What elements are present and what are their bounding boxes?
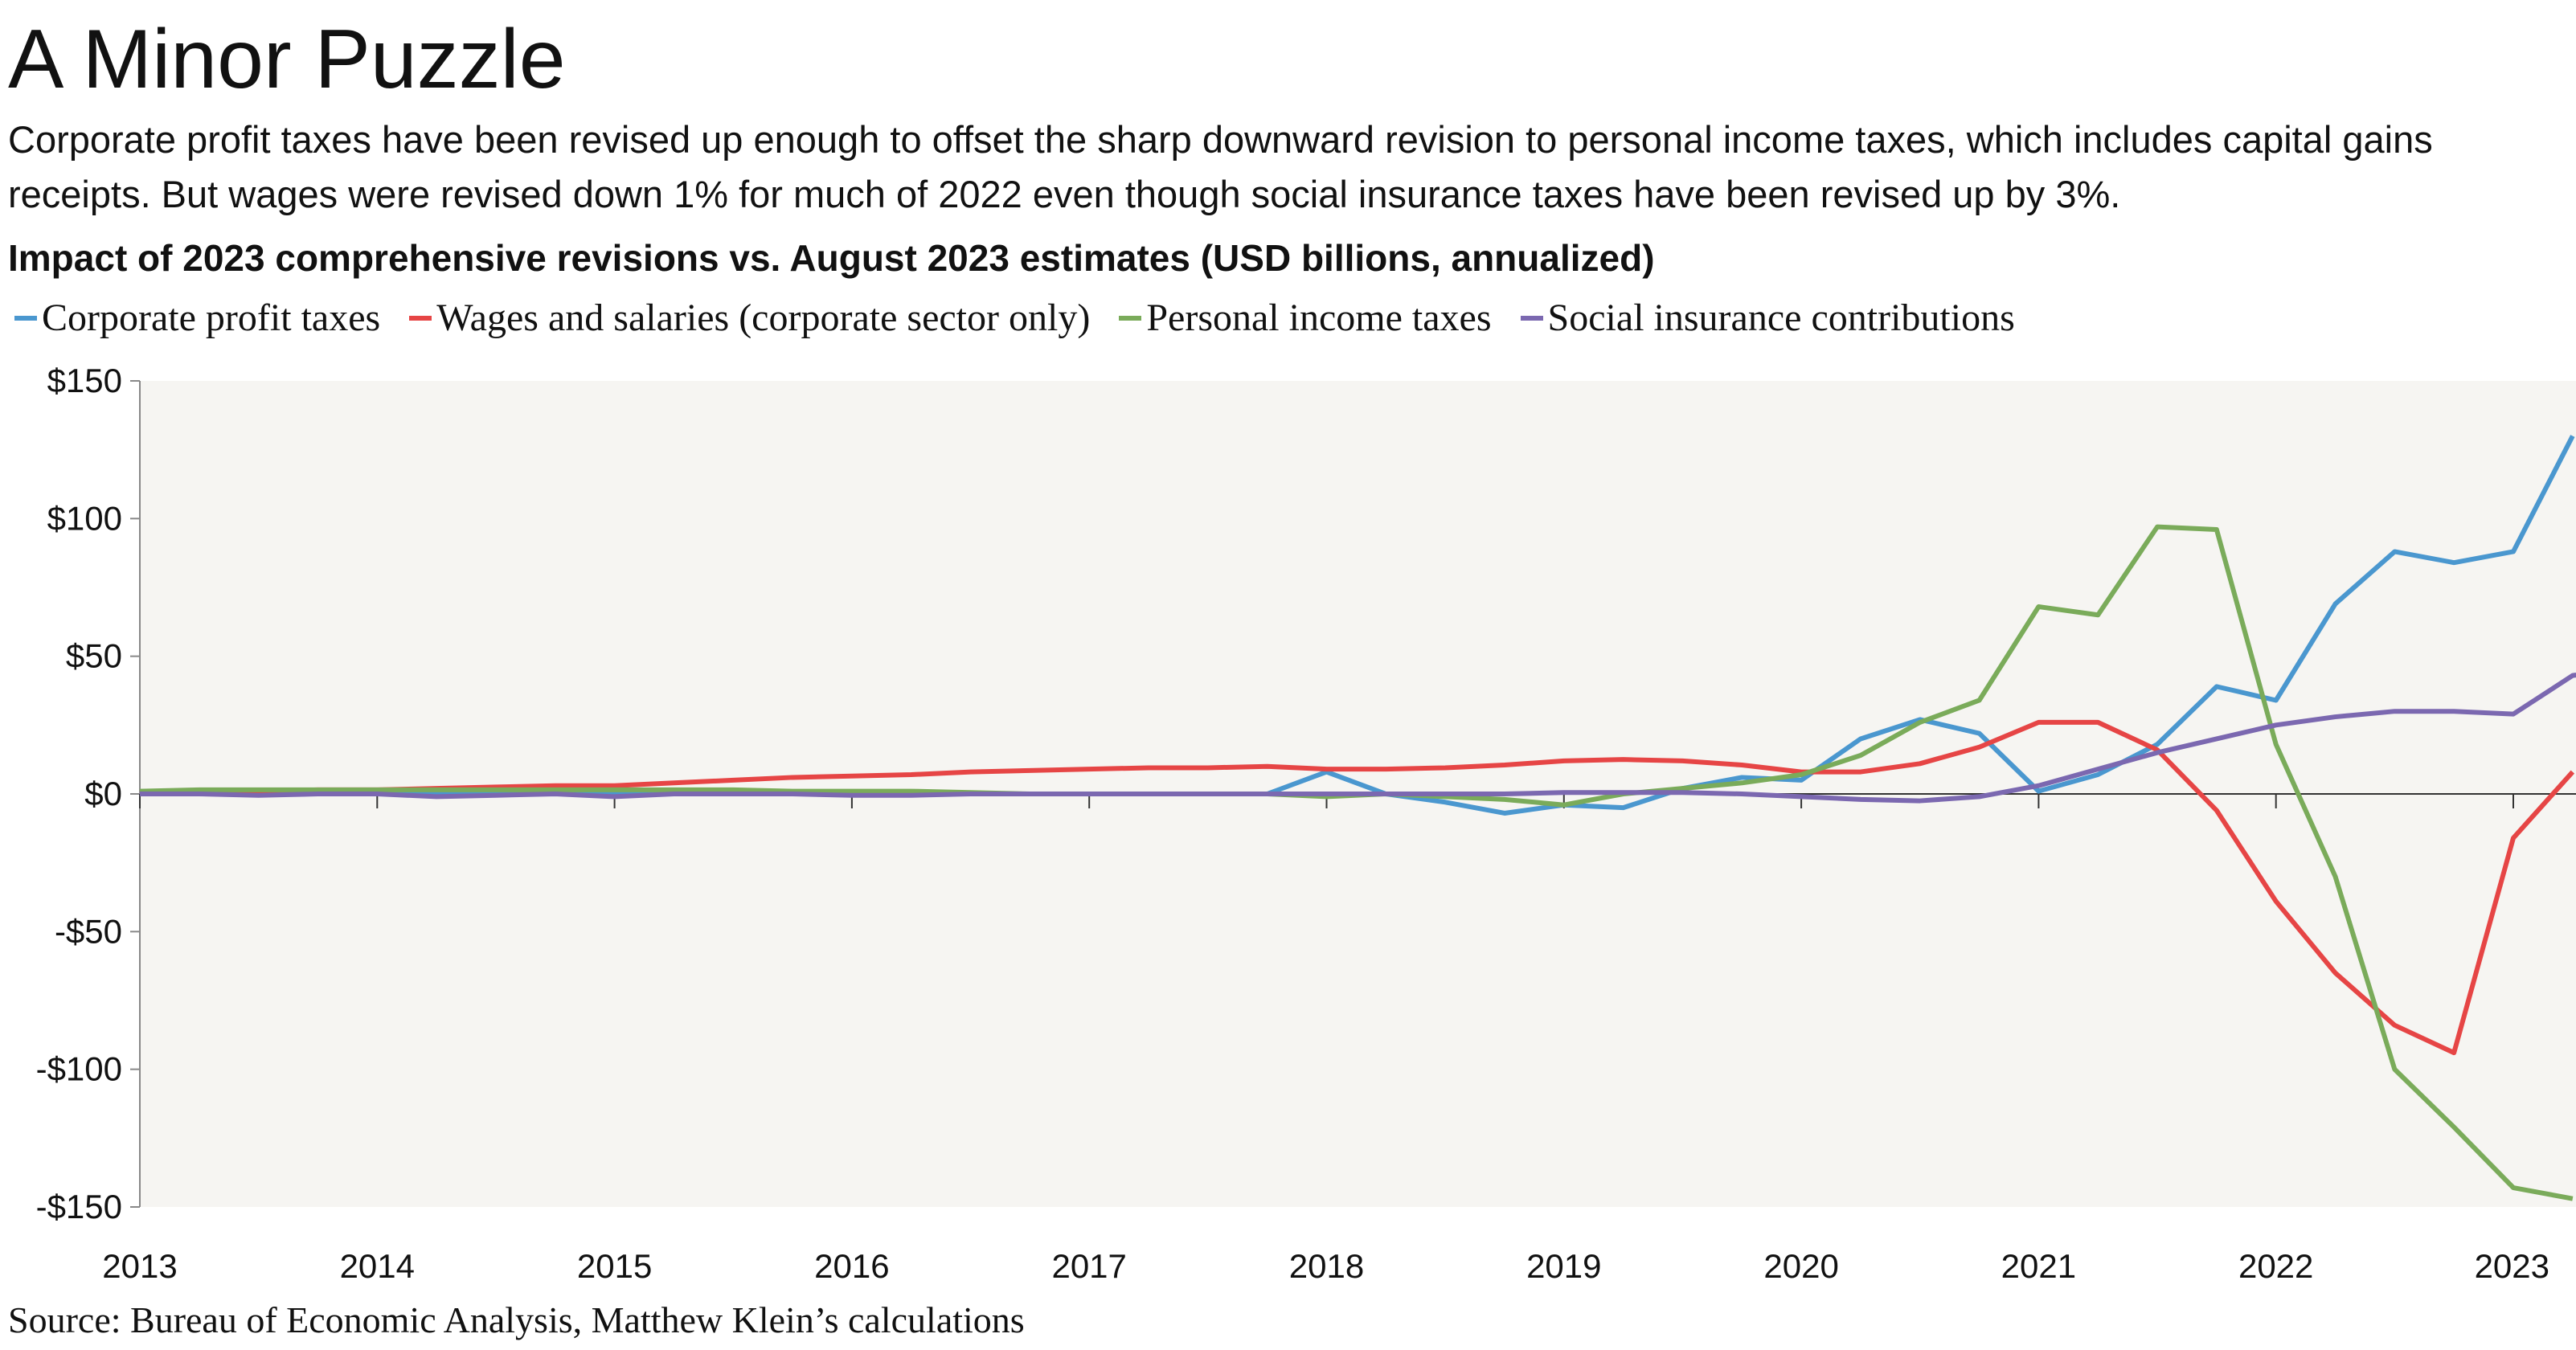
legend-label: Wages and salaries (corporate sector onl…: [436, 297, 1091, 339]
y-tick-label: $50: [66, 637, 122, 675]
x-tick-label: 2017: [1051, 1247, 1126, 1285]
legend-item: Personal income taxes: [1119, 297, 1492, 339]
y-tick-label: -$100: [36, 1050, 122, 1088]
x-tick-label: 2022: [2238, 1247, 2313, 1285]
legend-swatch: [1119, 316, 1142, 321]
y-tick-label: -$50: [55, 912, 122, 950]
legend-item: Social insurance contributions: [1520, 297, 2015, 339]
legend-label: Social insurance contributions: [1547, 297, 2015, 339]
x-tick-label: 2019: [1526, 1247, 1601, 1285]
x-tick-label: 2014: [340, 1247, 415, 1285]
subtitle: Corporate profit taxes have been revised…: [8, 118, 2433, 215]
x-tick-label: 2021: [2001, 1247, 2076, 1285]
legend-item: Corporate profit taxes: [14, 299, 380, 338]
y-tick-label: $100: [47, 499, 122, 537]
legend-label: Corporate profit taxes: [42, 297, 381, 339]
x-tick-label: 2015: [577, 1247, 652, 1285]
x-tick-label: 2018: [1289, 1247, 1364, 1285]
chart-title: Impact of 2023 comprehensive revisions v…: [8, 237, 1655, 279]
legend: Corporate profit taxes Wages and salaries…: [14, 299, 2570, 338]
y-tick-label: -$150: [36, 1188, 122, 1225]
series-line: [139, 719, 2575, 1056]
legend-swatch: [1520, 316, 1543, 321]
y-tick-label: $0: [84, 775, 122, 812]
page-title: A Minor Puzzle: [8, 13, 566, 106]
legend-label: Personal income taxes: [1146, 297, 1492, 339]
series-line: [140, 673, 2576, 804]
legend-item: Wages and salaries (corporate sector onl…: [409, 299, 1090, 338]
y-tick-label: $150: [47, 362, 122, 399]
legend-swatch: [14, 316, 37, 321]
source-note: Source: Bureau of Economic Analysis, Mat…: [8, 1299, 1025, 1340]
x-tick-label: 2016: [814, 1247, 889, 1285]
x-tick-label: 2020: [1763, 1247, 1838, 1285]
legend-swatch: [409, 316, 432, 321]
x-tick-label: 2023: [2475, 1247, 2549, 1285]
x-tick-label: 2013: [102, 1247, 177, 1285]
